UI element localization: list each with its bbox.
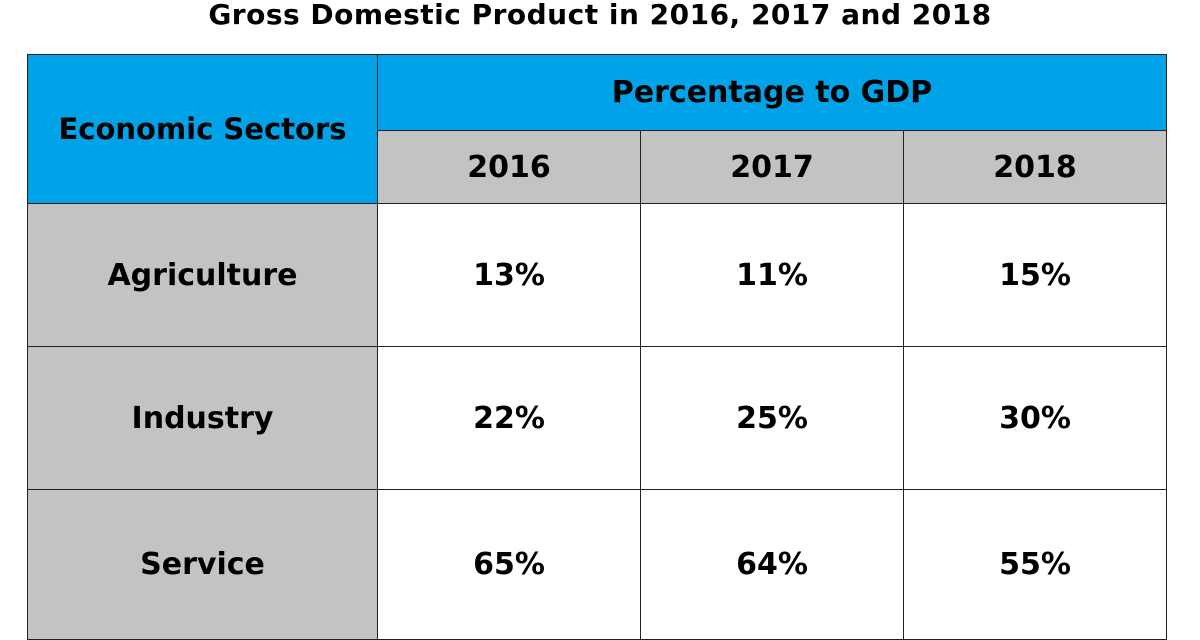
row-label-service: Service [27, 489, 378, 640]
cell-agriculture-2018: 15% [903, 203, 1167, 347]
cell-service-2016: 65% [377, 489, 641, 640]
cell-service-2018: 55% [903, 489, 1167, 640]
cell-industry-2017: 25% [640, 346, 904, 490]
cell-service-2017: 64% [640, 489, 904, 640]
cell-agriculture-2017: 11% [640, 203, 904, 347]
table-row: Agriculture 13% 11% 15% [27, 203, 1167, 347]
row-label-agriculture: Agriculture [27, 203, 378, 347]
cell-agriculture-2016: 13% [377, 203, 641, 347]
row-header-cell: Economic Sectors [27, 54, 378, 204]
column-header-2016: 2016 [377, 130, 641, 204]
row-label-industry: Industry [27, 346, 378, 490]
table-row: Industry 22% 25% 30% [27, 346, 1167, 490]
cell-industry-2016: 22% [377, 346, 641, 490]
gdp-table: Economic Sectors Percentage to GDP 2016 … [27, 54, 1167, 640]
table-row: Service 65% 64% 55% [27, 489, 1167, 640]
cell-industry-2018: 30% [903, 346, 1167, 490]
group-header-cell: Percentage to GDP [377, 54, 1167, 131]
column-header-2018: 2018 [903, 130, 1167, 204]
column-header-2017: 2017 [640, 130, 904, 204]
chart-title: Gross Domestic Product in 2016, 2017 and… [208, 0, 992, 31]
